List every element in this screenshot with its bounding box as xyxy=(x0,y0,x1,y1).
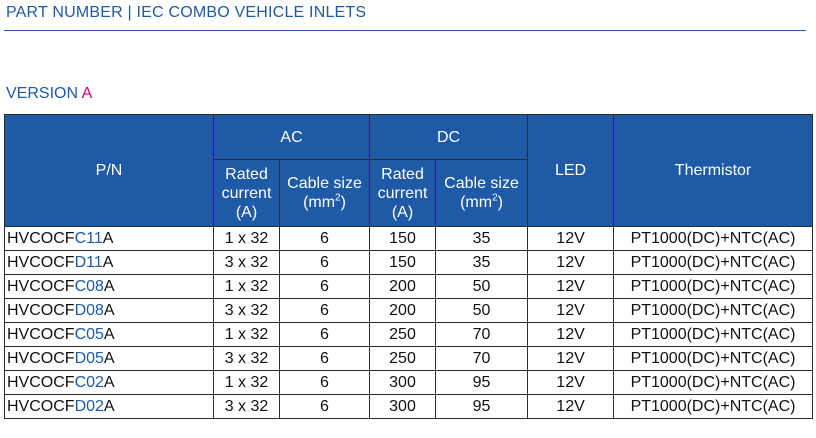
cell-pn: HVCOCFD11A xyxy=(4,250,214,275)
cell-dc-current: 300 xyxy=(369,370,437,395)
cell-pn: HVCOCFC05A xyxy=(4,322,214,347)
version-value: A xyxy=(81,85,93,102)
version-text: VERSION xyxy=(6,85,79,102)
cell-ac-cable: 6 xyxy=(278,346,371,371)
cell-thermistor: PT1000(DC)+NTC(AC) xyxy=(613,346,814,371)
header-led: LED xyxy=(527,114,615,227)
table-row: HVCOCFD11A 3 x 32 6 150 35 12V PT1000(DC… xyxy=(4,250,814,275)
cell-dc-cable: 35 xyxy=(435,250,529,275)
part-number-table: P/N AC DC LED Thermistor Rated current (A)… xyxy=(4,114,814,419)
header-dc-cable-size: Cable size (mm2) xyxy=(435,159,529,227)
cell-led: 12V xyxy=(527,322,615,347)
cell-thermistor: PT1000(DC)+NTC(AC) xyxy=(613,322,814,347)
cell-thermistor: PT1000(DC)+NTC(AC) xyxy=(613,370,814,395)
cell-dc-cable: 70 xyxy=(435,322,529,347)
cell-thermistor: PT1000(DC)+NTC(AC) xyxy=(613,274,814,299)
cell-ac-cable: 6 xyxy=(278,298,371,323)
header-ac-rated-current: Rated current (A) xyxy=(213,159,280,227)
table-row: HVCOCFD05A 3 x 32 6 250 70 12V PT1000(DC… xyxy=(4,346,814,371)
cell-led: 12V xyxy=(527,226,615,251)
cell-ac-current: 1 x 32 xyxy=(213,274,280,299)
cell-ac-current: 3 x 32 xyxy=(213,346,280,371)
cell-dc-cable: 50 xyxy=(435,274,529,299)
cell-led: 12V xyxy=(527,298,615,323)
table-row: HVCOCFC08A 1 x 32 6 200 50 12V PT1000(DC… xyxy=(4,274,814,299)
header-pn: P/N xyxy=(4,114,214,227)
cell-dc-current: 200 xyxy=(369,274,437,299)
table-header-row-2: Rated current (A) Cable size (mm2) Rated cur… xyxy=(5,159,813,227)
cell-dc-cable: 50 xyxy=(435,298,529,323)
cell-ac-cable: 6 xyxy=(278,274,371,299)
cell-dc-cable: 70 xyxy=(435,346,529,371)
cell-led: 12V xyxy=(527,346,615,371)
header-ac: AC xyxy=(212,114,371,160)
cell-dc-current: 150 xyxy=(369,250,437,275)
cell-led: 12V xyxy=(527,370,615,395)
page-title: PART NUMBER | IEC COMBO VEHICLE INLETS xyxy=(6,4,367,21)
table-row: HVCOCFC05A 1 x 32 6 250 70 12V PT1000(DC… xyxy=(4,322,814,347)
cell-pn: HVCOCFD08A xyxy=(4,298,214,323)
table-header-row-1: P/N AC DC LED Thermistor xyxy=(4,114,814,227)
header-ac-cable-size: Cable size (mm2) xyxy=(278,159,371,227)
cell-thermistor: PT1000(DC)+NTC(AC) xyxy=(613,394,814,419)
cell-ac-cable: 6 xyxy=(278,394,371,419)
cell-ac-cable: 6 xyxy=(278,250,371,275)
cell-led: 12V xyxy=(527,250,615,275)
cell-ac-current: 3 x 32 xyxy=(213,394,280,419)
cell-thermistor: PT1000(DC)+NTC(AC) xyxy=(613,250,814,275)
cell-led: 12V xyxy=(527,394,615,419)
cell-pn: HVCOCFD02A xyxy=(4,394,214,419)
cell-dc-current: 200 xyxy=(369,298,437,323)
table-row: HVCOCFD02A 3 x 32 6 300 95 12V PT1000(DC… xyxy=(4,394,814,419)
header-dc-rated-current: Rated current (A) xyxy=(369,159,437,227)
cell-dc-current: 250 xyxy=(369,346,437,371)
cell-ac-current: 3 x 32 xyxy=(213,250,280,275)
cell-pn: HVCOCFC02A xyxy=(4,370,214,395)
header-dc: DC xyxy=(369,114,529,160)
cell-ac-current: 1 x 32 xyxy=(213,226,280,251)
cell-dc-current: 300 xyxy=(369,394,437,419)
cell-thermistor: PT1000(DC)+NTC(AC) xyxy=(613,226,814,251)
cell-ac-current: 1 x 32 xyxy=(213,322,280,347)
cell-pn: HVCOCFC11A xyxy=(4,226,214,251)
cell-led: 12V xyxy=(527,274,615,299)
cell-pn: HVCOCFD05A xyxy=(4,346,214,371)
cell-ac-cable: 6 xyxy=(278,322,371,347)
cell-dc-cable: 95 xyxy=(435,394,529,419)
table-row: HVCOCFD08A 3 x 32 6 200 50 12V PT1000(DC… xyxy=(4,298,814,323)
header-thermistor: Thermistor xyxy=(613,114,814,227)
cell-ac-current: 3 x 32 xyxy=(213,298,280,323)
cell-thermistor: PT1000(DC)+NTC(AC) xyxy=(613,298,814,323)
cell-dc-current: 150 xyxy=(369,226,437,251)
table-row: HVCOCFC02A 1 x 32 6 300 95 12V PT1000(DC… xyxy=(4,370,814,395)
cell-dc-cable: 35 xyxy=(435,226,529,251)
cell-dc-current: 250 xyxy=(369,322,437,347)
title-divider xyxy=(4,30,806,31)
cell-ac-cable: 6 xyxy=(278,226,371,251)
version-label: VERSION A xyxy=(6,85,92,103)
cell-dc-cable: 95 xyxy=(435,370,529,395)
cell-ac-cable: 6 xyxy=(278,370,371,395)
cell-ac-current: 1 x 32 xyxy=(213,370,280,395)
table-row: HVCOCFC11A 1 x 32 6 150 35 12V PT1000(DC… xyxy=(4,226,814,251)
cell-pn: HVCOCFC08A xyxy=(4,274,214,299)
